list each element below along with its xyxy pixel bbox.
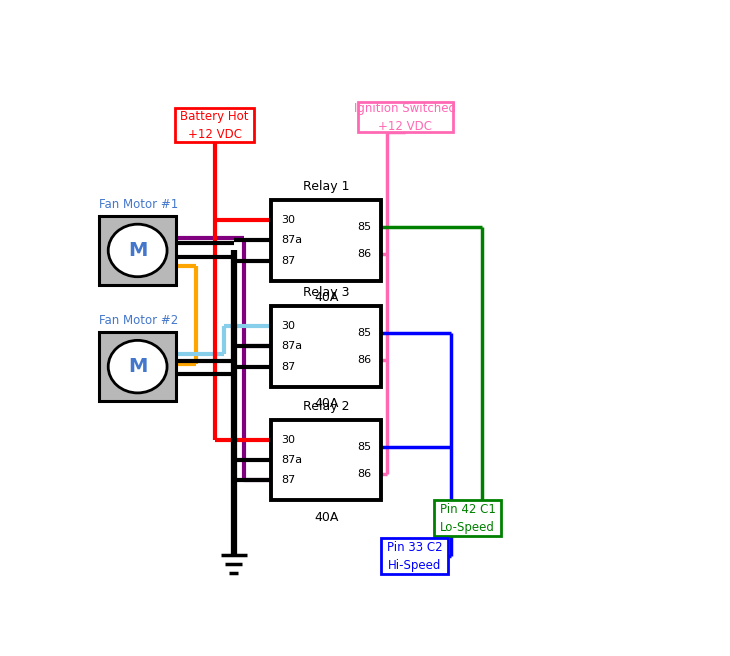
Bar [358, 102, 453, 132]
Text: 86: 86 [357, 468, 372, 479]
Text: 86: 86 [357, 355, 372, 365]
Text: 87: 87 [281, 256, 296, 266]
Bar [434, 501, 501, 536]
Text: 40A: 40A [314, 291, 339, 304]
Text: Relay 1: Relay 1 [303, 180, 350, 194]
Bar [271, 200, 382, 281]
Bar [99, 333, 176, 401]
Text: Fan Motor #1: Fan Motor #1 [99, 198, 178, 211]
Text: 87: 87 [281, 361, 296, 372]
Text: Ignition Switched
+12 VDC: Ignition Switched +12 VDC [354, 102, 456, 133]
Text: Relay 3: Relay 3 [303, 287, 350, 299]
Text: 30: 30 [281, 215, 296, 225]
Text: 40A: 40A [314, 510, 339, 523]
Text: 40A: 40A [314, 397, 339, 410]
Bar [99, 216, 176, 285]
Text: Relay 2: Relay 2 [303, 400, 350, 413]
Text: 85: 85 [357, 222, 372, 232]
Text: 87a: 87a [281, 341, 302, 352]
Text: 85: 85 [357, 441, 372, 451]
Text: 87a: 87a [281, 236, 302, 245]
Circle shape [108, 340, 167, 393]
Text: 30: 30 [281, 321, 296, 331]
Text: M: M [128, 357, 147, 376]
Text: 85: 85 [357, 328, 372, 338]
Bar [382, 539, 448, 574]
Text: Pin 33 C2
Hi-Speed: Pin 33 C2 Hi-Speed [387, 541, 442, 571]
Circle shape [108, 224, 167, 277]
Text: 86: 86 [357, 249, 372, 259]
Text: Pin 42 C1
Lo-Speed: Pin 42 C1 Lo-Speed [439, 502, 496, 534]
Text: Battery Hot
+12 VDC: Battery Hot +12 VDC [180, 110, 249, 140]
Text: Fan Motor #2: Fan Motor #2 [99, 314, 178, 327]
Bar [271, 306, 382, 387]
Text: M: M [128, 241, 147, 260]
Text: 87a: 87a [281, 455, 302, 465]
Bar [175, 108, 254, 142]
Text: 87: 87 [281, 476, 296, 485]
Text: 30: 30 [281, 435, 296, 445]
Bar [271, 420, 382, 501]
